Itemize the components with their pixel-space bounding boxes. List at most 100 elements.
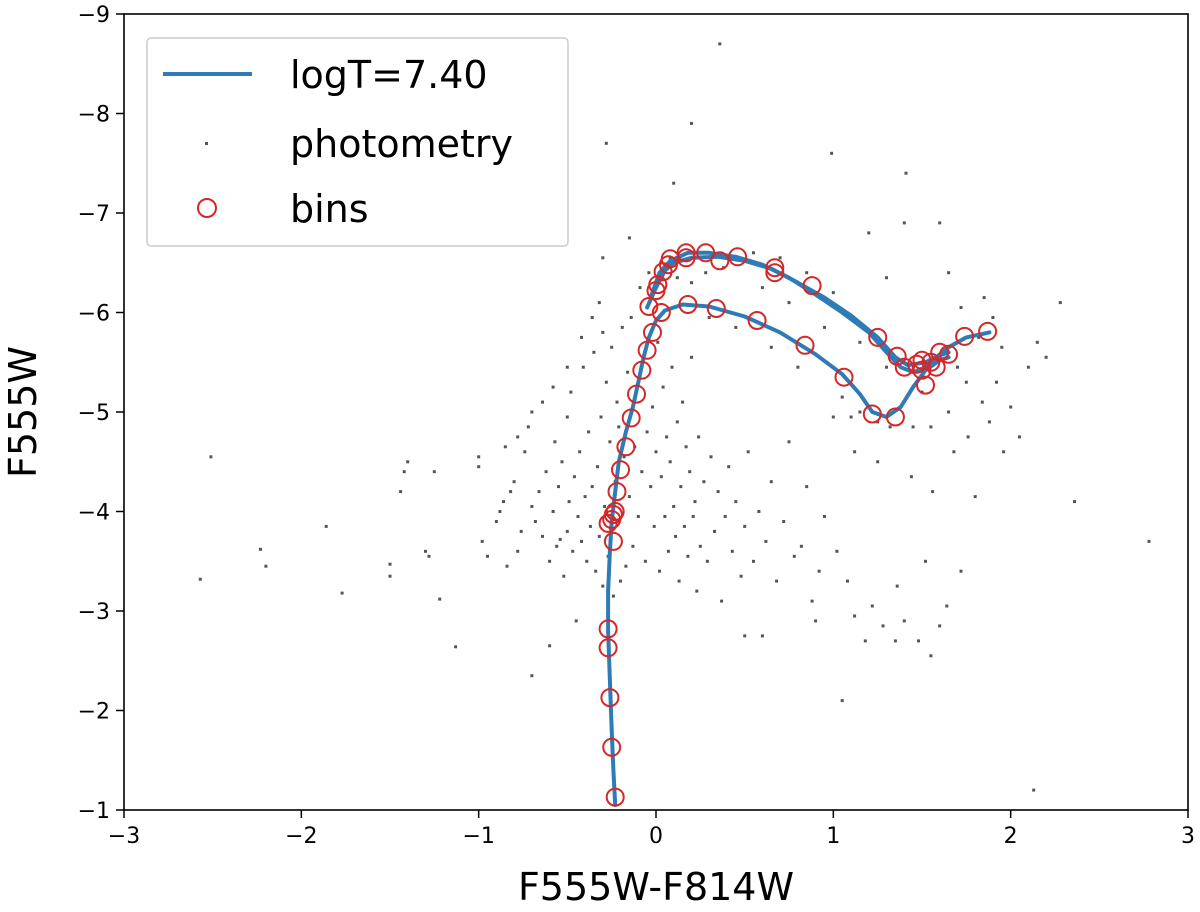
- photometry-point: [569, 390, 573, 394]
- photometry-point: [739, 574, 743, 578]
- bin-marker: [747, 311, 767, 330]
- photometry-point: [590, 485, 594, 489]
- legend-label-bins: bins: [290, 187, 369, 231]
- photometry-point: [695, 589, 699, 593]
- bin-marker: [862, 404, 882, 424]
- photometry-point: [895, 584, 899, 588]
- bin-marker: [939, 344, 959, 364]
- photometry-point: [831, 291, 835, 295]
- bin-marker: [603, 505, 623, 524]
- bin-marker: [598, 619, 618, 639]
- photometry-point: [1002, 450, 1006, 454]
- photometry-point: [810, 599, 814, 603]
- photometry-point: [565, 365, 569, 369]
- photometry-point: [670, 365, 674, 369]
- bin-marker: [605, 502, 625, 521]
- photometry-point: [626, 370, 630, 374]
- photometry-point: [858, 340, 862, 344]
- photometry-point: [881, 624, 885, 628]
- photometry-point: [947, 410, 951, 414]
- bin-marker: [765, 263, 785, 283]
- y-tick-label: −5: [78, 401, 110, 426]
- x-tick-label: 3: [1181, 824, 1195, 849]
- photometry-point: [697, 435, 701, 439]
- photometry-point: [477, 455, 481, 459]
- photometry-point: [672, 181, 676, 185]
- photometry-point: [259, 547, 262, 551]
- bin-marker: [706, 299, 726, 318]
- photometry-point: [560, 460, 564, 464]
- y-tick-label: −3: [78, 600, 110, 625]
- photometry-point: [977, 335, 981, 339]
- bin-marker: [834, 367, 854, 387]
- photometry-point: [674, 534, 677, 538]
- bin-marker: [696, 243, 716, 263]
- photometry-point: [264, 564, 268, 568]
- photometry-point: [548, 644, 552, 648]
- photometry-point: [769, 480, 773, 484]
- photometry-point: [585, 559, 589, 563]
- photometry-point: [624, 564, 628, 568]
- photometry-point: [565, 529, 569, 533]
- photometry-point: [608, 440, 612, 444]
- photometry-point: [558, 537, 562, 541]
- bin-marker: [643, 322, 662, 342]
- photometry-point: [615, 400, 619, 404]
- photometry-point: [505, 564, 509, 568]
- y-tick-label: −4: [78, 501, 110, 526]
- photometry-point: [681, 400, 685, 404]
- photometry-point: [904, 171, 908, 175]
- bin-marker: [795, 335, 815, 355]
- photometry-point: [775, 579, 779, 583]
- photometry-point: [604, 141, 608, 145]
- photometry-point: [530, 674, 534, 678]
- bin-marker: [930, 342, 950, 362]
- photometry-point: [1026, 365, 1030, 369]
- y-tick-label: −6: [78, 302, 110, 327]
- photometry-point: [553, 440, 557, 444]
- legend-label-isochrone: logT=7.40: [290, 53, 488, 97]
- bin-marker: [598, 638, 618, 658]
- photometry-point: [902, 619, 906, 623]
- photometry-point: [454, 645, 458, 649]
- photometry-point: [805, 485, 809, 489]
- photometry-point: [823, 515, 826, 518]
- photometry-point: [787, 301, 791, 305]
- photometry-point: [603, 505, 607, 508]
- bin-marker: [648, 275, 668, 295]
- bin-marker: [632, 360, 652, 380]
- photometry-point: [617, 425, 621, 429]
- photometry-point: [597, 534, 601, 538]
- photometry-point: [840, 395, 844, 399]
- photometry-point: [629, 316, 633, 319]
- photometry-point: [679, 485, 683, 489]
- photometry-point: [876, 460, 880, 464]
- photometry-point: [956, 365, 959, 369]
- photometry-point: [764, 539, 768, 543]
- photometry-point: [778, 256, 782, 260]
- bin-marker: [978, 321, 998, 341]
- photometry-point: [659, 475, 663, 479]
- photometry-point: [530, 410, 534, 414]
- x-tick-label: 2: [1004, 824, 1018, 849]
- x-tick-label: 0: [649, 824, 663, 849]
- photometry-point: [698, 544, 702, 548]
- photometry-point: [516, 435, 520, 439]
- photometry-point: [526, 425, 530, 429]
- bin-marker: [907, 354, 927, 374]
- photometry-point: [863, 639, 867, 643]
- photometry-point: [663, 515, 667, 518]
- photometry-point: [1147, 539, 1151, 543]
- photometry-point: [690, 121, 693, 125]
- bin-marker: [894, 357, 914, 377]
- photometry-point: [743, 524, 747, 528]
- x-axis-label: F555W-F814W: [518, 865, 794, 909]
- photometry-point: [651, 405, 654, 409]
- photometry-point: [587, 430, 591, 434]
- photometry-point: [640, 470, 644, 474]
- bin-marker: [651, 303, 671, 322]
- bin-marker: [605, 787, 625, 807]
- y-tick-label: −8: [78, 103, 110, 128]
- bin-marker: [637, 340, 657, 360]
- photometry-point: [601, 330, 605, 334]
